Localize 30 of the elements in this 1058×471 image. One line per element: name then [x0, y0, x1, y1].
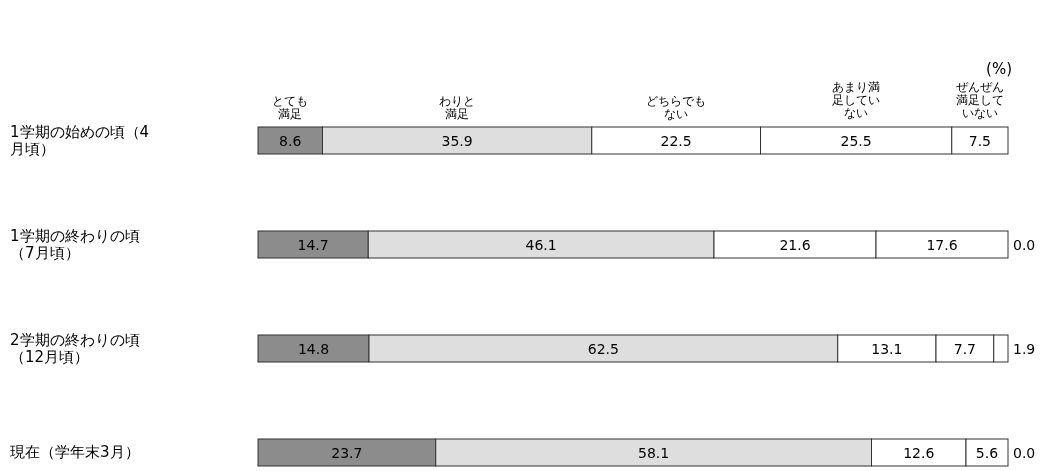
series-label: どちらでもない: [645, 94, 708, 122]
y-tick-label: 1学期の始めの頃（4月頃）: [10, 123, 150, 158]
data-label: 13.1: [871, 340, 903, 357]
series-label: とても満足: [271, 94, 310, 122]
data-label: 25.5: [840, 132, 872, 149]
data-label: 0.0: [1013, 444, 1036, 461]
y-tick-label: 現在（学年末3月）: [10, 443, 141, 461]
data-label: 1.9: [1013, 340, 1036, 357]
y-tick-label: 1学期の終わりの頃（7月頃）: [10, 227, 141, 262]
data-label: 46.1: [525, 236, 557, 253]
y-tick-label: 2学期の終わりの頃（12月頃）: [10, 331, 141, 366]
data-label: 14.7: [297, 236, 329, 253]
data-label: 62.5: [587, 340, 619, 357]
data-label: 7.7: [953, 340, 977, 357]
data-label: 8.6: [279, 132, 302, 149]
data-label: 23.7: [331, 444, 363, 461]
data-label: 0.0: [1013, 236, 1036, 253]
series-label: わりと満足: [438, 94, 477, 122]
data-label: 22.5: [660, 132, 692, 149]
data-label: 17.6: [926, 236, 958, 253]
data-label: 35.9: [441, 132, 473, 149]
data-label: 12.6: [903, 444, 935, 461]
text: (%): [986, 60, 1012, 78]
series-label: あまり満足していない: [831, 80, 882, 121]
series-label: ぜんぜん満足していない: [954, 80, 1005, 121]
data-label: 58.1: [638, 444, 670, 461]
data-label: 21.6: [779, 236, 811, 253]
data-label: 14.8: [297, 340, 330, 357]
data-label: 5.6: [975, 444, 999, 461]
data-label: 7.5: [968, 132, 992, 149]
